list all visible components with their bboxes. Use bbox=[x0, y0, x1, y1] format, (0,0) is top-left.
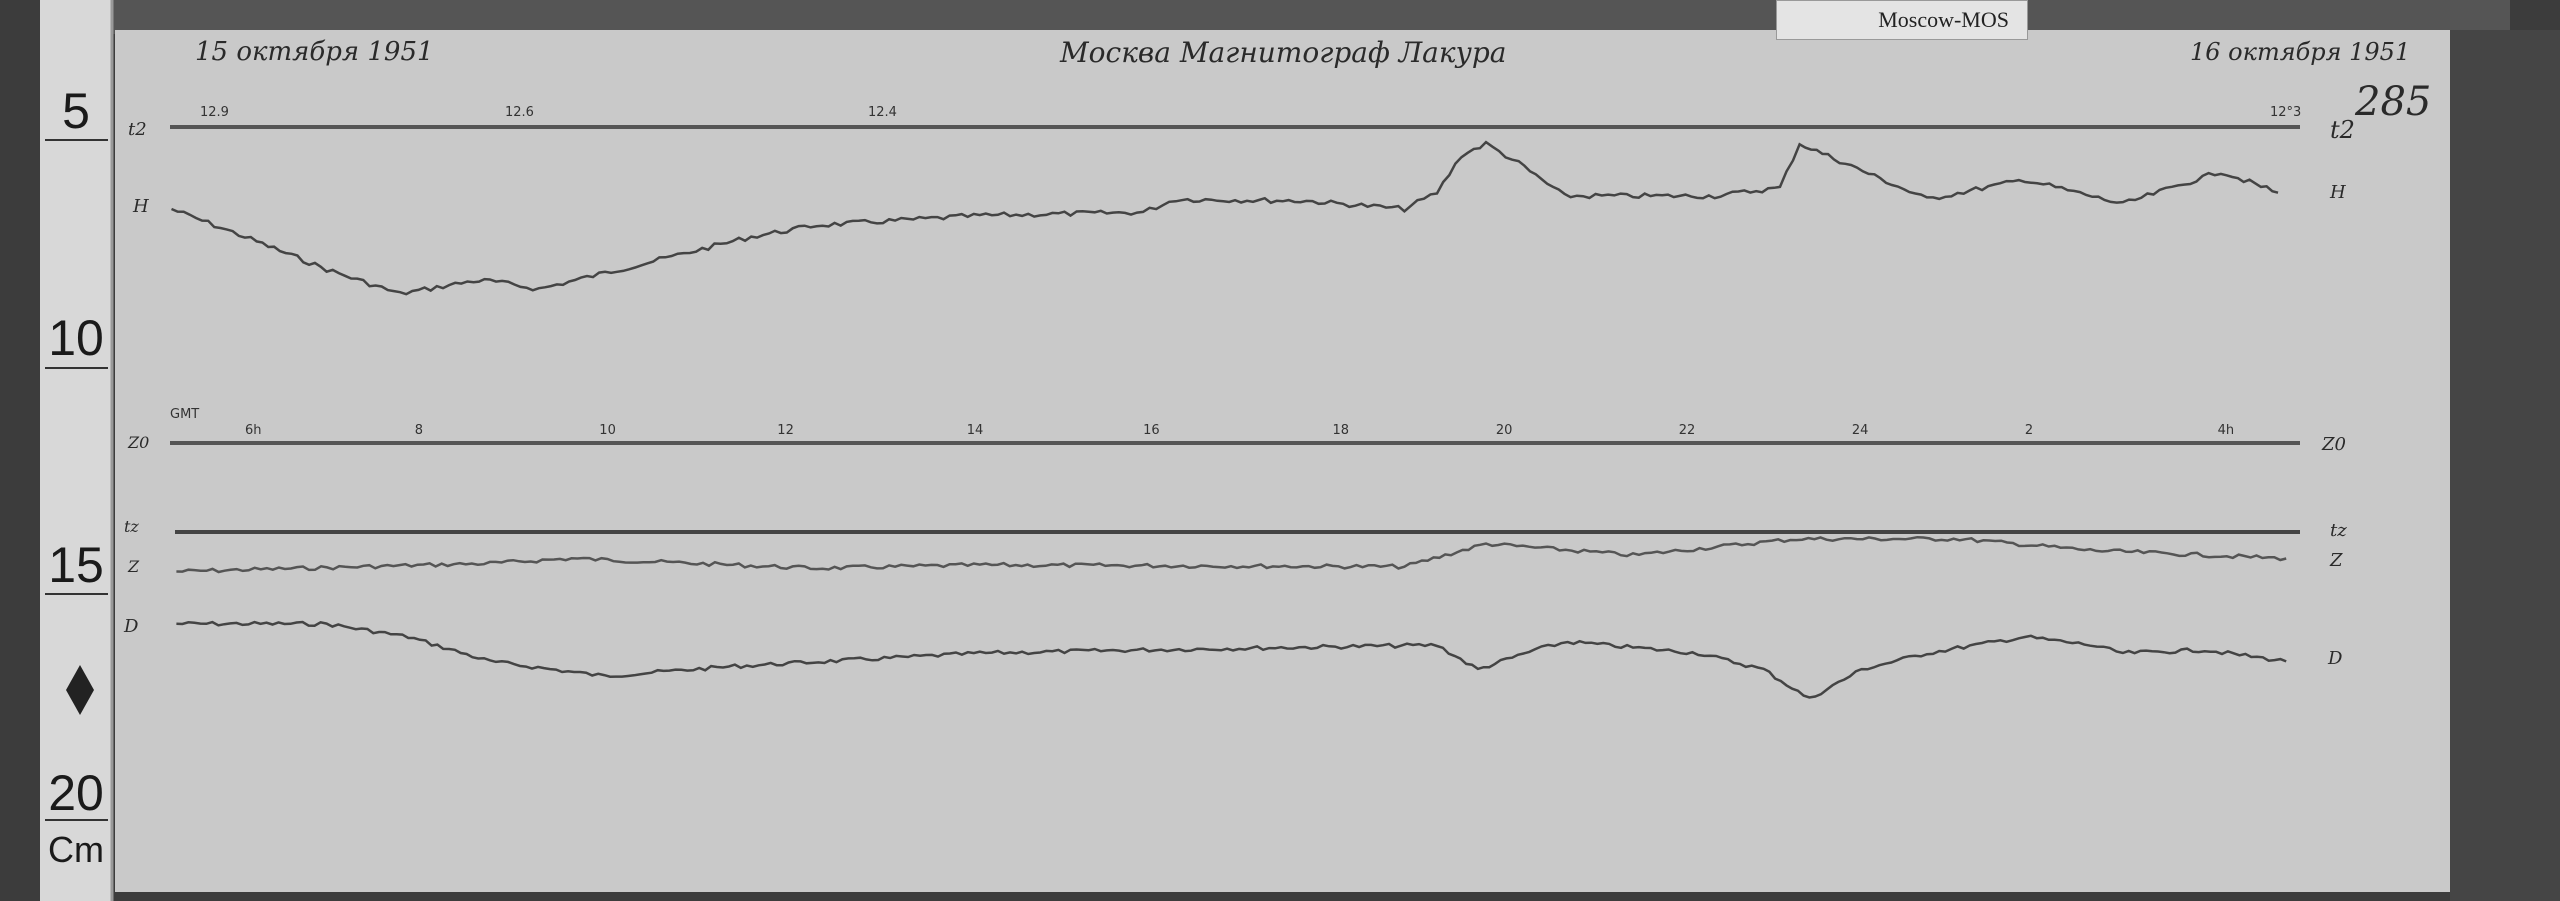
diamond-marker-icon bbox=[66, 665, 94, 715]
channel-label: D bbox=[2327, 648, 2343, 669]
z-trace bbox=[176, 535, 2287, 574]
time-tick-label: 18 bbox=[1333, 423, 1350, 438]
channel-label: Z bbox=[127, 557, 140, 576]
ruler-mark: 20 bbox=[48, 765, 104, 821]
time-tick-label: 6h bbox=[245, 423, 262, 438]
time-tick-label: 8 bbox=[415, 423, 423, 438]
record-title: Москва Магнитограф Лакура bbox=[1059, 36, 1506, 69]
ruler: 5 10 15 20 Cm bbox=[40, 0, 114, 901]
time-tick-label: 10 bbox=[599, 423, 616, 438]
scale-mark: 12.9 bbox=[200, 105, 229, 120]
channel-label: Z0 bbox=[127, 433, 149, 452]
ruler-mark: 15 bbox=[48, 537, 104, 593]
channel-label: D bbox=[123, 616, 139, 637]
date-start: 15 октября 1951 bbox=[195, 37, 434, 67]
scale-mark: 12.4 bbox=[868, 105, 897, 120]
channel-label: t2 bbox=[2330, 116, 2355, 144]
ruler-mark: 5 bbox=[62, 83, 90, 139]
time-tick-label: 24 bbox=[1852, 423, 1869, 438]
time-tick-label: 22 bbox=[1679, 423, 1696, 438]
scale-mark: 12.6 bbox=[505, 105, 534, 120]
ruler-mark: 10 bbox=[48, 310, 104, 366]
time-tick-label: 16 bbox=[1143, 423, 1160, 438]
time-axis-label: GMT bbox=[170, 407, 199, 422]
channel-label: tz bbox=[2330, 520, 2347, 541]
station-label-card: Moscow-MOS bbox=[1776, 0, 2028, 40]
station-label: Moscow-MOS bbox=[1878, 7, 2009, 32]
channel-label: H bbox=[132, 196, 149, 217]
paper-sheet bbox=[115, 30, 2450, 892]
channel-label: tz bbox=[124, 517, 139, 536]
scale-mark: 12°3 bbox=[2270, 105, 2301, 120]
time-tick-label: 4h bbox=[2218, 423, 2235, 438]
d-trace bbox=[176, 620, 2287, 699]
time-tick-label: 20 bbox=[1496, 423, 1513, 438]
sheet-number: 285 bbox=[2354, 79, 2431, 125]
channel-label: t2 bbox=[128, 119, 147, 140]
date-end: 16 октября 1951 bbox=[2190, 38, 2410, 66]
channel-label: Z bbox=[2329, 550, 2343, 571]
ruler-unit: Cm bbox=[48, 829, 104, 870]
time-tick-label: 14 bbox=[967, 423, 984, 438]
channel-label: H bbox=[2329, 182, 2346, 203]
h-trace bbox=[171, 140, 2279, 296]
channel-label: Z0 bbox=[2321, 434, 2346, 455]
time-tick-label: 12 bbox=[777, 423, 794, 438]
time-tick-label: 2 bbox=[2025, 423, 2033, 438]
